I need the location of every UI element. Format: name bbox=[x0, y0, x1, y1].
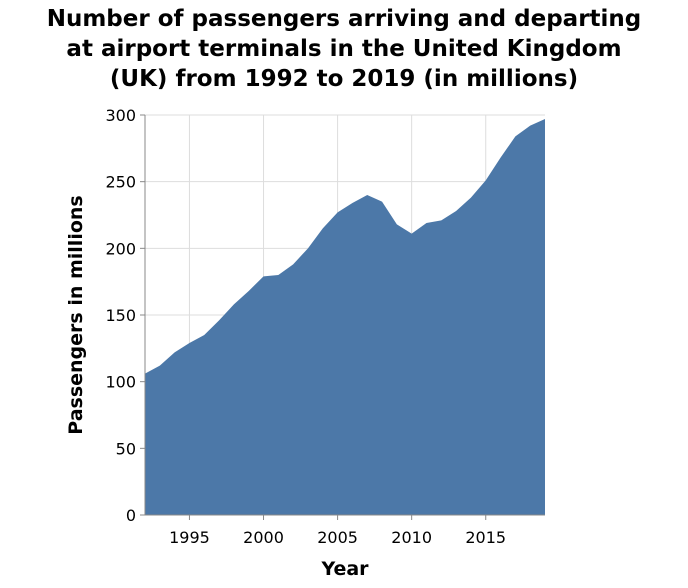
y-tick-label: 0 bbox=[126, 506, 136, 525]
y-tick-label: 100 bbox=[105, 373, 136, 392]
x-tick-label: 2015 bbox=[465, 528, 506, 547]
y-tick-label: 200 bbox=[105, 239, 136, 258]
x-tick-label: 1995 bbox=[169, 528, 210, 547]
x-tick-label: 2010 bbox=[391, 528, 432, 547]
y-tick-label: 250 bbox=[105, 173, 136, 192]
axes bbox=[140, 114, 545, 520]
chart-title: Number of passengers arriving and depart… bbox=[0, 4, 688, 94]
y-tick-label: 300 bbox=[105, 106, 136, 125]
x-axis-title: Year bbox=[320, 558, 369, 580]
y-tick-label: 150 bbox=[105, 306, 136, 325]
data-area bbox=[145, 119, 545, 515]
chart-title-line-1: Number of passengers arriving and depart… bbox=[46, 6, 642, 32]
y-axis-title: Passengers in millions bbox=[65, 195, 87, 434]
tick-labels: 0 50 100 150 200 250 300 1995 2000 2005 2010 2015 bbox=[105, 106, 506, 547]
chart-title-line-2: at airport terminals in the United Kingd… bbox=[66, 36, 622, 62]
chart-title-line-3: (UK) from 1992 to 2019 (in millions) bbox=[109, 66, 579, 92]
y-tick-label: 50 bbox=[116, 439, 136, 458]
area-series bbox=[145, 119, 545, 515]
x-tick-label: 2005 bbox=[317, 528, 358, 547]
x-tick-label: 2000 bbox=[243, 528, 284, 547]
